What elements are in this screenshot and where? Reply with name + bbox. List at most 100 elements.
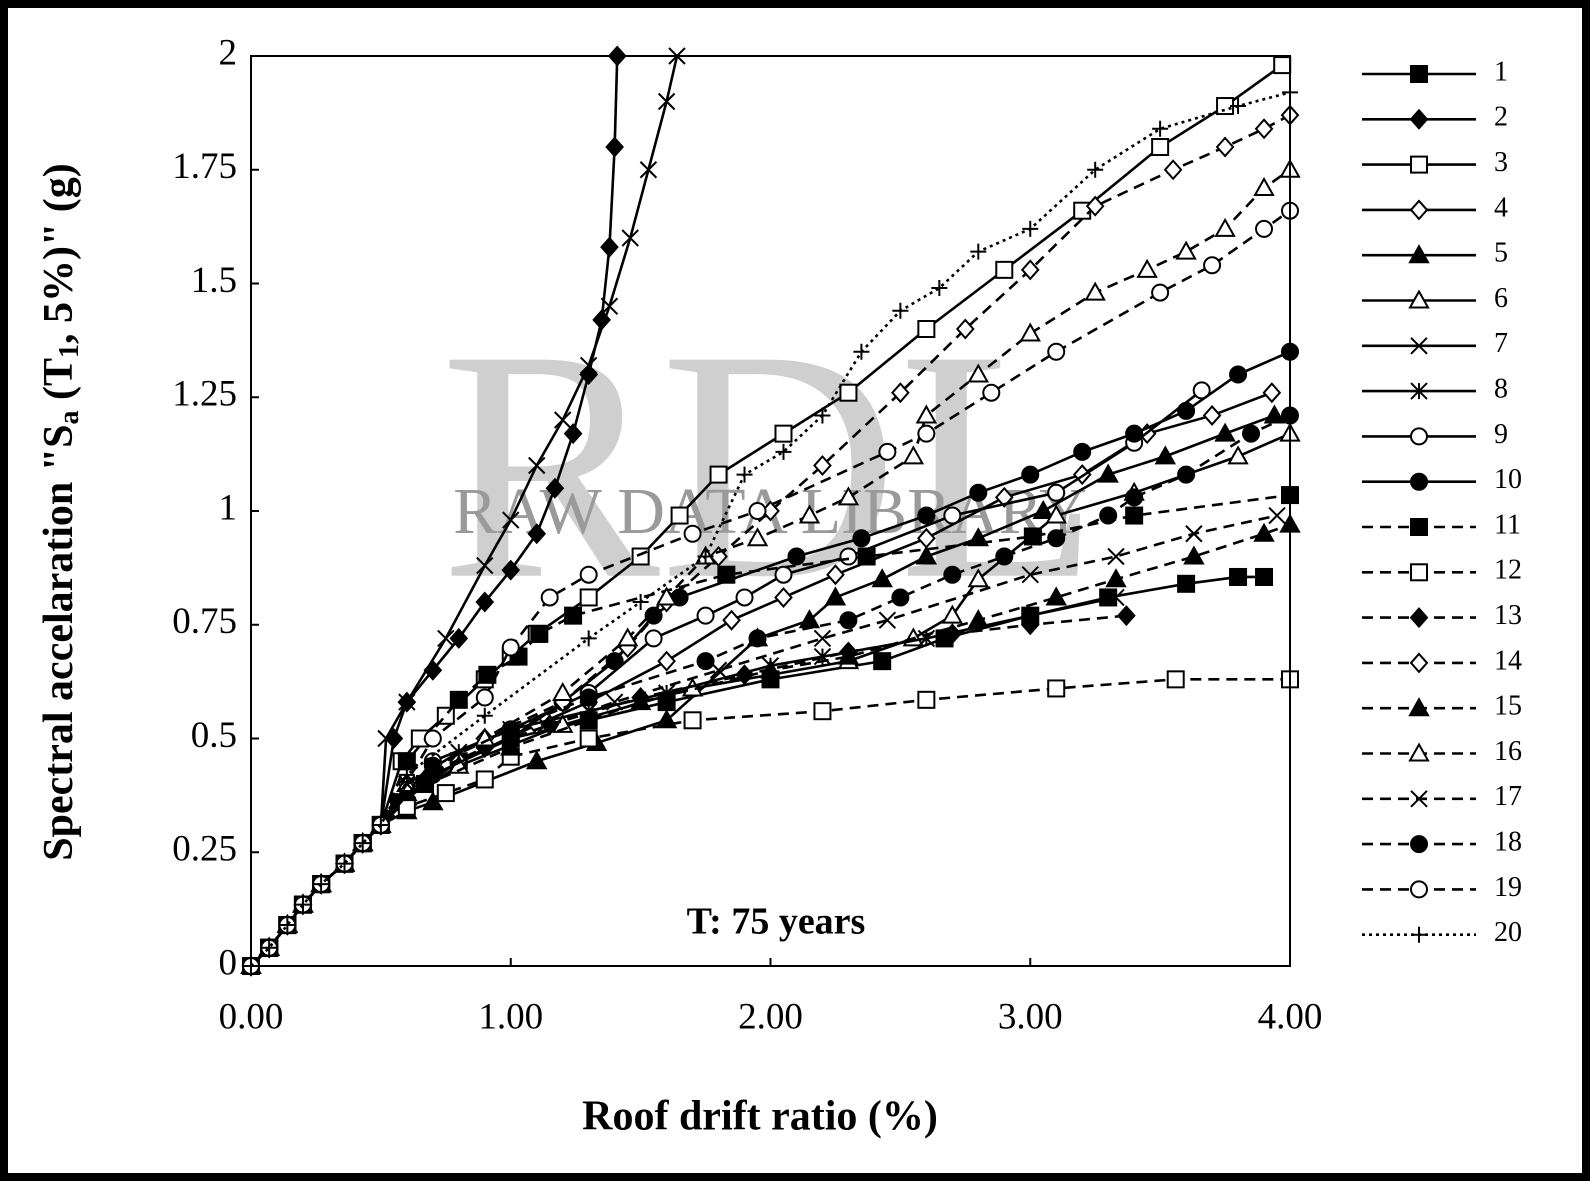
marker xyxy=(839,383,858,402)
legend-marker xyxy=(1410,155,1428,174)
marker xyxy=(336,855,353,872)
marker xyxy=(500,736,522,756)
marker xyxy=(1151,283,1170,302)
marker xyxy=(1177,465,1196,484)
y-title-sub: 1 xyxy=(54,344,85,358)
marker xyxy=(437,629,455,648)
legend-label: 17 xyxy=(1494,781,1522,812)
marker xyxy=(917,424,936,443)
marker xyxy=(722,609,741,631)
legend-marker xyxy=(1410,472,1428,491)
marker xyxy=(1021,465,1040,484)
marker xyxy=(629,691,652,711)
marker xyxy=(943,565,962,584)
legend-item: 16 xyxy=(1362,736,1522,767)
marker xyxy=(917,690,936,709)
legend-label: 11 xyxy=(1494,509,1521,540)
marker xyxy=(632,594,649,610)
marker xyxy=(995,547,1014,566)
marker xyxy=(398,693,416,711)
x-tick-label: 1.00 xyxy=(478,996,543,1037)
marker xyxy=(736,466,753,483)
legend-label: 2 xyxy=(1494,102,1508,133)
marker xyxy=(1254,118,1274,140)
marker xyxy=(774,565,793,584)
marker xyxy=(639,161,658,179)
legend-label: 12 xyxy=(1494,555,1522,586)
legend-item: 3 xyxy=(1362,147,1508,178)
marker xyxy=(294,896,311,913)
marker xyxy=(891,588,910,607)
legend-marker xyxy=(1410,382,1428,400)
y-axis-title: Spectral accelaration "Sa (T1, 5%)" (g) xyxy=(36,163,86,861)
marker xyxy=(530,624,549,643)
legend-item: 4 xyxy=(1362,192,1508,223)
legend-marker xyxy=(1408,244,1430,264)
marker xyxy=(1242,424,1261,443)
legend-label: 20 xyxy=(1494,917,1522,948)
legend-marker xyxy=(1409,607,1429,629)
marker xyxy=(1107,547,1125,566)
marker xyxy=(824,586,847,606)
marker xyxy=(995,260,1014,279)
legend-marker xyxy=(1410,427,1428,446)
marker xyxy=(605,136,624,158)
marker xyxy=(1255,219,1274,238)
marker xyxy=(941,604,964,624)
marker xyxy=(377,729,395,748)
series-line xyxy=(250,113,1291,967)
marker xyxy=(1073,442,1092,461)
legend-marker xyxy=(1410,563,1428,582)
marker xyxy=(449,690,468,709)
marker xyxy=(1151,138,1170,156)
marker xyxy=(1268,506,1286,525)
marker xyxy=(683,711,702,730)
marker xyxy=(982,383,1001,402)
marker xyxy=(670,506,689,525)
y-tick-label: 0.25 xyxy=(172,829,237,870)
legend-item: 19 xyxy=(1362,872,1522,903)
marker xyxy=(970,243,987,260)
marker xyxy=(1047,342,1066,361)
marker xyxy=(474,727,496,747)
marker xyxy=(1163,159,1183,181)
marker xyxy=(873,652,892,671)
legend-item: 5 xyxy=(1362,238,1508,269)
marker xyxy=(839,611,858,630)
legend-marker xyxy=(1410,790,1428,808)
y-tick-label: 1.25 xyxy=(172,374,237,415)
marker xyxy=(967,609,990,629)
marker xyxy=(1262,382,1282,404)
marker xyxy=(1084,281,1106,301)
marker xyxy=(697,548,714,565)
legend-marker xyxy=(1409,199,1429,221)
marker xyxy=(853,343,870,360)
marker xyxy=(579,588,598,607)
y-tick-label: 2 xyxy=(219,32,238,73)
legend-label: 10 xyxy=(1494,464,1522,495)
legend-item: 10 xyxy=(1362,464,1522,495)
marker xyxy=(655,586,678,606)
marker xyxy=(902,445,925,465)
marker xyxy=(540,588,559,607)
y-tick-label: 0 xyxy=(219,942,238,983)
marker xyxy=(261,939,278,956)
legend-marker xyxy=(1410,835,1428,854)
marker xyxy=(917,506,936,525)
legend-label: 16 xyxy=(1494,736,1522,767)
marker xyxy=(1166,670,1185,689)
marker xyxy=(1099,506,1118,525)
marker xyxy=(644,629,663,648)
legend-item: 9 xyxy=(1362,419,1508,450)
marker xyxy=(1097,463,1119,483)
marker xyxy=(969,483,988,502)
marker xyxy=(527,523,547,545)
marker xyxy=(398,766,415,783)
marker xyxy=(1045,586,1067,606)
legend-item: 2 xyxy=(1362,102,1508,133)
marker xyxy=(1152,120,1169,137)
legend-label: 3 xyxy=(1494,147,1508,178)
